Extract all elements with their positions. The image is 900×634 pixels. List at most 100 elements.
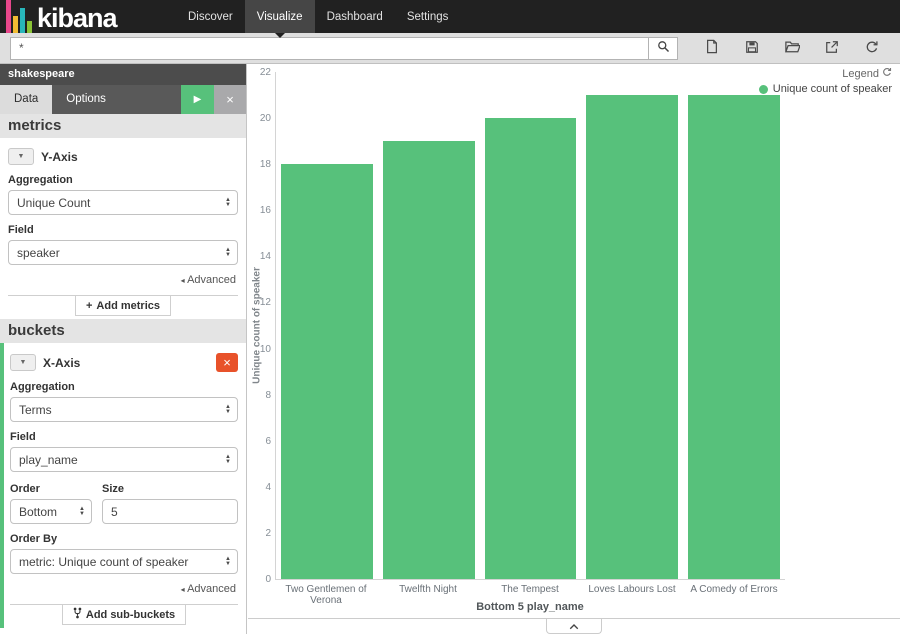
add-sub-buckets-row: Add sub-buckets (10, 604, 238, 628)
legend-item[interactable]: Unique count of speaker (758, 83, 892, 95)
y-tick-label: 22 (259, 67, 271, 78)
order-select[interactable]: Bottom ▲ ▼ (10, 499, 92, 524)
search-icon (657, 40, 670, 56)
order-by-value: metric: Unique count of speaker (19, 554, 189, 569)
field-label: Field (8, 224, 34, 236)
order-by-label: Order By (10, 533, 58, 545)
y-axis-title: Y-Axis (41, 149, 78, 164)
visualization-canvas: Legend Unique count of speaker Unique co… (248, 64, 900, 634)
metric-aggregation-value: Unique Count (17, 195, 91, 210)
collapse-y-axis-button[interactable]: ▼ (8, 148, 34, 165)
y-tick-label: 2 (265, 527, 271, 539)
bar-band (480, 72, 582, 579)
refresh-button[interactable] (860, 36, 884, 60)
field-label: Field (10, 431, 36, 443)
remove-x-axis-button[interactable]: × (216, 353, 238, 372)
metrics-editor: ▼ Y-Axis Aggregation Unique Count ▲ ▼ Fie… (0, 138, 246, 319)
nav-dashboard[interactable]: Dashboard (326, 10, 383, 23)
size-input[interactable] (102, 499, 238, 524)
chart-bar[interactable] (484, 118, 577, 579)
folder-open-icon (784, 40, 801, 56)
bucket-field-select[interactable]: play_name ▲ ▼ (10, 447, 238, 472)
save-visualization-button[interactable] (740, 36, 764, 60)
buckets-section-header: buckets (0, 319, 246, 343)
share-visualization-button[interactable] (820, 36, 844, 60)
bucket-aggregation-select[interactable]: Terms ▲ ▼ (10, 397, 238, 422)
chart-bar[interactable] (586, 95, 679, 579)
chart-bar[interactable] (688, 95, 780, 579)
editor-tabstrip: Data Options ▶ × (0, 85, 246, 114)
y-tick-label: 0 (265, 574, 271, 585)
y-tick-label: 8 (265, 389, 271, 401)
new-document-icon (705, 39, 719, 57)
y-axis-agg-header: ▼ Y-Axis (8, 148, 238, 165)
bucket-aggregation-value: Terms (19, 402, 52, 417)
aggregation-label: Aggregation (8, 174, 73, 186)
x-category-label: Loves Labours Lost (588, 584, 676, 595)
toggle-spy-panel-button[interactable] (546, 619, 602, 634)
advanced-toggle-icon: ◂ (180, 585, 185, 594)
discard-changes-button[interactable]: × (214, 85, 246, 114)
add-metrics-button[interactable]: + Add metrics (74, 296, 171, 316)
y-tick-label: 4 (265, 481, 271, 493)
load-visualization-button[interactable] (780, 36, 804, 60)
advanced-toggle-icon: ◂ (180, 276, 185, 285)
metrics-advanced-link[interactable]: ◂ Advanced (180, 274, 236, 286)
size-label: Size (102, 483, 125, 495)
apply-changes-button[interactable]: ▶ (181, 85, 214, 114)
select-caret-icon: ▲ ▼ (225, 196, 231, 208)
y-tick-label: 20 (259, 113, 271, 125)
chart-bar[interactable] (281, 164, 373, 579)
metrics-section-header: metrics (0, 114, 246, 138)
order-label: Order (10, 483, 40, 495)
add-sub-buckets-button[interactable]: Add sub-buckets (61, 605, 187, 625)
y-tick-label: 14 (259, 251, 271, 263)
query-input-group (10, 36, 678, 60)
x-axis-categories: Two Gentlemen of Verona Twelfth Night The … (275, 584, 785, 606)
chart-bar[interactable] (382, 141, 475, 579)
select-caret-icon: ▲ ▼ (79, 505, 85, 517)
order-value: Bottom (19, 504, 58, 519)
fork-icon (73, 607, 82, 622)
y-tick-label: 16 (259, 205, 271, 217)
tab-options[interactable]: Options (66, 93, 106, 105)
new-visualization-button[interactable] (700, 36, 724, 60)
bucket-field-value: play_name (19, 452, 78, 467)
nav-settings[interactable]: Settings (406, 10, 449, 23)
nav-visualize[interactable]: Visualize (244, 0, 315, 38)
nav-discover[interactable]: Discover (188, 10, 233, 23)
bar-band (581, 72, 683, 579)
x-category-label: Two Gentlemen of Verona (285, 584, 367, 606)
top-navigation-bar: kibana Discover Visualize Dashboard Sett… (0, 0, 900, 38)
order-size-row: Order Bottom ▲ ▼ Size (10, 474, 238, 524)
x-category-label: The Tempest (501, 584, 559, 595)
select-caret-icon: ▲ ▼ (225, 246, 231, 258)
select-caret-icon: ▲ ▼ (225, 555, 231, 567)
metric-field-select[interactable]: speaker ▲ ▼ (8, 240, 238, 265)
select-caret-icon: ▲ ▼ (225, 453, 231, 465)
search-button[interactable] (648, 36, 678, 60)
spy-panel-bar (248, 618, 900, 634)
refresh-icon (865, 40, 879, 57)
aggregation-label: Aggregation (10, 381, 75, 393)
x-category-label: Twelfth Night (399, 584, 457, 595)
y-tick-label: 12 (259, 297, 271, 309)
query-input[interactable] (10, 36, 649, 60)
plus-icon: + (85, 299, 93, 312)
kibana-logo[interactable]: kibana (0, 0, 176, 33)
vis-editor-sidebar: shakespeare Data Options ▶ × metrics ▼ Y… (0, 64, 247, 634)
collapse-x-axis-button[interactable]: ▼ (10, 354, 36, 371)
query-bar (0, 33, 900, 64)
tab-data[interactable]: Data (0, 85, 53, 114)
bar-band (683, 72, 785, 579)
legend-toggle[interactable]: Legend (759, 67, 892, 80)
share-export-icon (825, 40, 839, 57)
y-tick-label: 6 (265, 435, 271, 447)
order-by-select[interactable]: metric: Unique count of speaker ▲ ▼ (10, 549, 238, 574)
y-tick-label: 18 (259, 159, 271, 171)
buckets-advanced-link[interactable]: ◂ Advanced (180, 583, 236, 595)
save-icon (745, 40, 759, 57)
x-category-label: A Comedy of Errors (690, 584, 778, 595)
metric-aggregation-select[interactable]: Unique Count ▲ ▼ (8, 190, 238, 215)
